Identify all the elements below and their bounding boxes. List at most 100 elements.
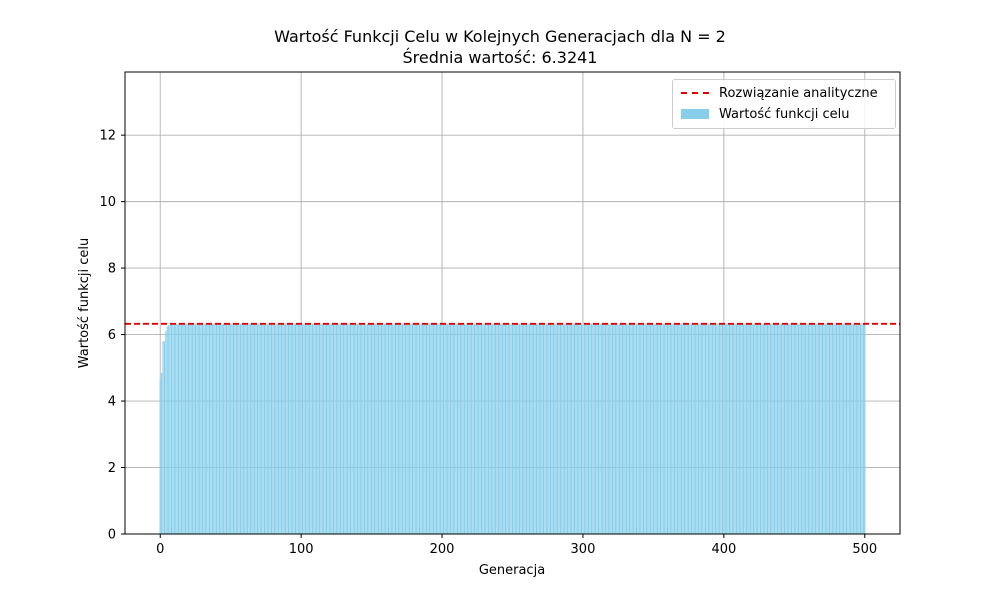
bar bbox=[858, 323, 860, 534]
y-tick-label: 8 bbox=[108, 262, 116, 277]
bar bbox=[652, 323, 654, 534]
bar bbox=[223, 323, 225, 534]
bar bbox=[265, 323, 267, 534]
bar bbox=[844, 323, 846, 534]
bar bbox=[726, 323, 728, 534]
bar bbox=[843, 323, 845, 534]
bar bbox=[262, 323, 264, 534]
bar bbox=[455, 323, 457, 534]
bar bbox=[704, 323, 707, 534]
bar bbox=[442, 323, 445, 534]
bar bbox=[340, 323, 342, 534]
bar bbox=[400, 323, 402, 534]
bar bbox=[727, 323, 729, 534]
bar bbox=[628, 323, 631, 534]
bar bbox=[313, 323, 315, 534]
bar bbox=[730, 323, 732, 534]
legend: Rozwiązanie analityczne Wartość funkcji … bbox=[672, 79, 896, 129]
bar bbox=[549, 323, 552, 534]
bar bbox=[272, 323, 274, 534]
bar bbox=[280, 323, 282, 534]
bar bbox=[716, 323, 718, 534]
bar bbox=[828, 323, 831, 534]
bar bbox=[635, 323, 638, 534]
bar bbox=[599, 323, 601, 534]
bar bbox=[807, 323, 809, 534]
bar bbox=[352, 323, 354, 534]
bar bbox=[499, 323, 501, 534]
bar bbox=[324, 323, 326, 534]
bar bbox=[458, 323, 460, 534]
bar bbox=[586, 323, 588, 534]
bar bbox=[757, 323, 759, 534]
bar bbox=[557, 323, 559, 534]
bar bbox=[237, 323, 239, 534]
bar bbox=[344, 323, 346, 534]
bar bbox=[723, 323, 725, 534]
bar bbox=[190, 323, 192, 534]
bar bbox=[373, 323, 375, 534]
bar bbox=[541, 323, 543, 534]
bar bbox=[294, 323, 297, 534]
bar bbox=[779, 323, 781, 534]
bar bbox=[714, 323, 716, 534]
bar bbox=[513, 323, 515, 534]
bar bbox=[297, 323, 299, 534]
bar bbox=[248, 323, 250, 534]
bar bbox=[527, 323, 529, 534]
bar bbox=[187, 323, 189, 534]
bar bbox=[489, 323, 491, 534]
bar bbox=[504, 323, 507, 534]
bar bbox=[416, 323, 418, 534]
bar bbox=[275, 323, 277, 534]
bar bbox=[211, 323, 213, 534]
bar bbox=[273, 323, 275, 534]
bar bbox=[227, 323, 229, 534]
bar bbox=[159, 379, 161, 534]
bar bbox=[657, 323, 659, 534]
bar bbox=[693, 323, 695, 534]
bar bbox=[331, 323, 333, 534]
bar bbox=[803, 323, 805, 534]
bar bbox=[162, 341, 164, 534]
bar bbox=[471, 323, 473, 534]
bar bbox=[734, 323, 736, 534]
bar bbox=[362, 323, 364, 534]
bar bbox=[355, 323, 357, 534]
bar bbox=[402, 323, 404, 534]
bar bbox=[630, 323, 632, 534]
bar bbox=[216, 323, 218, 534]
bar bbox=[847, 323, 849, 534]
bar bbox=[797, 323, 800, 534]
bar bbox=[438, 323, 440, 534]
bar bbox=[709, 323, 711, 534]
bar bbox=[361, 323, 363, 534]
bar bbox=[827, 323, 829, 534]
bar bbox=[241, 323, 243, 534]
bar bbox=[830, 323, 832, 534]
bar bbox=[230, 323, 232, 534]
bar bbox=[824, 323, 826, 534]
bar bbox=[502, 323, 504, 534]
x-tick-label: 100 bbox=[289, 542, 314, 557]
bar bbox=[554, 323, 556, 534]
bar bbox=[516, 323, 518, 534]
bar bbox=[728, 323, 731, 534]
bar bbox=[497, 323, 499, 534]
bar bbox=[623, 323, 625, 534]
bar bbox=[254, 323, 256, 534]
bar bbox=[300, 323, 302, 534]
bar bbox=[731, 323, 733, 534]
bar bbox=[523, 323, 525, 534]
bar bbox=[769, 323, 771, 534]
bar bbox=[717, 323, 719, 534]
bar bbox=[547, 323, 549, 534]
bar bbox=[365, 323, 367, 534]
bar bbox=[493, 323, 495, 534]
bar bbox=[278, 323, 280, 534]
bar bbox=[524, 323, 526, 534]
bar bbox=[854, 323, 856, 534]
bar bbox=[217, 323, 219, 534]
bar bbox=[423, 323, 425, 534]
